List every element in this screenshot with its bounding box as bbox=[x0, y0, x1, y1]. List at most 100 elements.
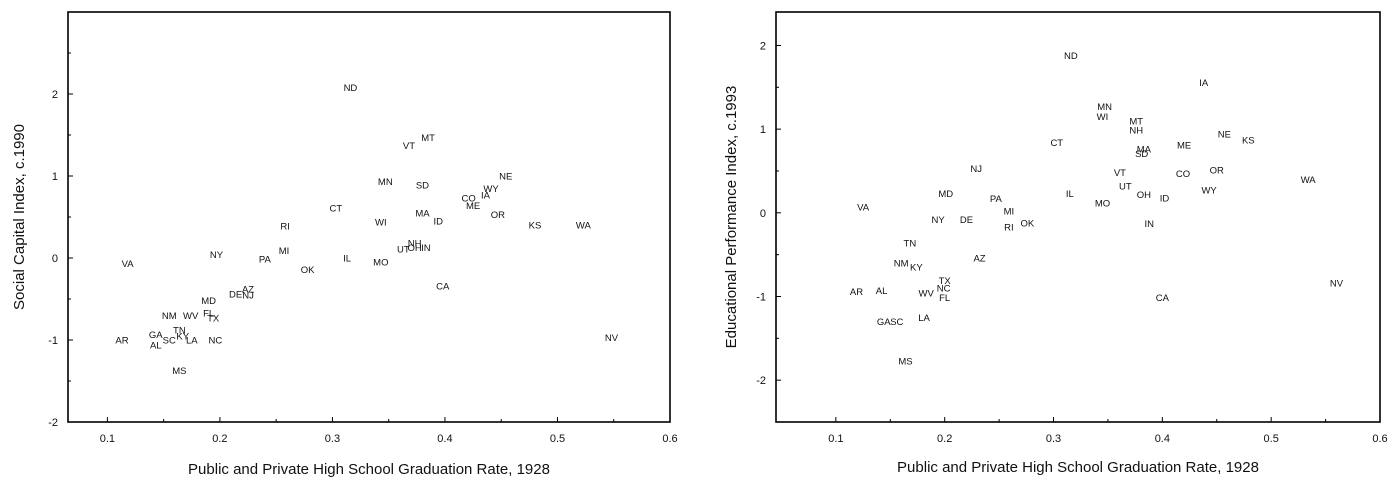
right-data-point-ri: RI bbox=[1004, 223, 1014, 234]
left-data-point-sc: SC bbox=[163, 336, 176, 347]
left-data-point-mo: MO bbox=[373, 258, 388, 269]
right-data-point-id: ID bbox=[1160, 193, 1170, 204]
left-data-point-md: MD bbox=[201, 296, 216, 307]
left-data-point-or: OR bbox=[491, 210, 505, 221]
left-data-point-mt: MT bbox=[421, 133, 435, 144]
left-data-point-ok: OK bbox=[301, 265, 315, 276]
left-data-point-ar: AR bbox=[115, 336, 128, 347]
right-data-point-me: ME bbox=[1177, 141, 1191, 152]
right-x-tick-label: 0.6 bbox=[1372, 433, 1387, 445]
right-data-point-ut: UT bbox=[1119, 182, 1132, 193]
left-x-tick-label: 0.3 bbox=[325, 433, 340, 445]
right-data-point-in: IN bbox=[1145, 219, 1155, 230]
left-data-point-al: AL bbox=[150, 340, 162, 351]
left-data-point-ca: CA bbox=[436, 281, 450, 292]
left-data-point-ky: KY bbox=[176, 331, 189, 342]
right-data-point-tn: TN bbox=[904, 238, 917, 249]
left-data-point-il: IL bbox=[343, 254, 351, 265]
left-data-point-nh: NH bbox=[408, 239, 422, 250]
right-y-tick-label: 1 bbox=[760, 124, 766, 136]
right-data-point-nv: NV bbox=[1330, 279, 1344, 290]
right-y-tick-label: -2 bbox=[756, 375, 766, 387]
right-data-point-mn: MN bbox=[1097, 102, 1112, 113]
left-data-point-nj: NJ bbox=[242, 290, 254, 301]
left-data-point-ia: IA bbox=[481, 190, 491, 201]
right-data-point-nj: NJ bbox=[970, 164, 982, 175]
left-data-point-ny: NY bbox=[210, 250, 224, 261]
left-data-point-ma: MA bbox=[415, 208, 430, 219]
left-data-point-ga: GA bbox=[149, 330, 163, 341]
right-data-point-az: AZ bbox=[973, 254, 985, 265]
left-data-point-wv: WV bbox=[183, 311, 199, 322]
right-data-point-oh: OH bbox=[1137, 190, 1151, 201]
left-data-point-ms: MS bbox=[172, 366, 186, 377]
right-data-point-ia: IA bbox=[1199, 78, 1209, 89]
right-y-axis-label: Educational Performance Index, c.1993 bbox=[723, 86, 740, 349]
right-data-point-ne: NE bbox=[1218, 130, 1231, 141]
left-y-tick-label: 0 bbox=[52, 253, 58, 265]
right-data-point-wy: WY bbox=[1201, 186, 1217, 197]
right-data-point-de: DE bbox=[960, 215, 973, 226]
right-data-point-ar: AR bbox=[850, 287, 863, 298]
right-data-point-ny: NY bbox=[932, 215, 946, 226]
right-data-point-md: MD bbox=[938, 189, 953, 200]
left-y-tick-label: 1 bbox=[52, 171, 58, 183]
left-data-point-nm: NM bbox=[162, 311, 177, 322]
left-x-axis-label: Public and Private High School Graduatio… bbox=[188, 461, 550, 478]
left-data-point-ks: KS bbox=[529, 221, 542, 232]
left-data-point-mi: MI bbox=[279, 246, 290, 257]
right-data-point-wi: WI bbox=[1097, 112, 1109, 123]
left-data-point-wy: WY bbox=[483, 184, 499, 195]
left-data-point-ut: UT bbox=[397, 244, 410, 255]
left-data-point-ne: NE bbox=[499, 172, 512, 183]
right-data-point-ga: GA bbox=[877, 317, 891, 328]
right-data-point-ms: MS bbox=[898, 356, 912, 367]
left-data-point-tn: TN bbox=[173, 326, 186, 337]
right-data-point-la: LA bbox=[918, 313, 930, 324]
left-data-point-mn: MN bbox=[378, 177, 393, 188]
right-data-point-mi: MI bbox=[1004, 207, 1015, 218]
left-data-point-pa: PA bbox=[259, 254, 272, 265]
right-data-point-nc: NC bbox=[937, 284, 951, 295]
right-data-point-ky: KY bbox=[910, 263, 923, 274]
left-data-point-az: AZ bbox=[242, 285, 254, 296]
right-data-point-ca: CA bbox=[1156, 293, 1170, 304]
left-x-tick-label: 0.2 bbox=[212, 433, 227, 445]
left-x-tick-label: 0.5 bbox=[550, 433, 565, 445]
right-x-tick-label: 0.4 bbox=[1155, 433, 1170, 445]
left-data-point-va: VA bbox=[122, 259, 135, 270]
right-data-point-or: OR bbox=[1210, 166, 1224, 177]
right-data-point-wv: WV bbox=[919, 289, 935, 300]
right-data-point-sd: SD bbox=[1135, 149, 1148, 160]
right-y-tick-label: 0 bbox=[760, 208, 766, 220]
right-y-tick-label: 2 bbox=[760, 40, 766, 52]
left-data-point-nd: ND bbox=[344, 83, 358, 94]
left-y-tick-label: 2 bbox=[52, 89, 58, 101]
left-data-point-tx: TX bbox=[207, 313, 220, 324]
left-data-point-ri: RI bbox=[280, 222, 290, 233]
left-data-point-wa: WA bbox=[576, 221, 592, 232]
left-data-point-id: ID bbox=[433, 217, 443, 228]
left-data-point-sd: SD bbox=[416, 181, 429, 192]
right-data-point-al: AL bbox=[876, 286, 888, 297]
right-data-point-nd: ND bbox=[1064, 51, 1078, 62]
right-data-point-ct: CT bbox=[1050, 138, 1063, 149]
left-x-tick-label: 0.1 bbox=[100, 433, 115, 445]
right-data-point-ks: KS bbox=[1242, 136, 1255, 147]
right-x-axis-label: Public and Private High School Graduatio… bbox=[897, 459, 1259, 476]
left-data-point-wi: WI bbox=[375, 217, 387, 228]
right-data-point-ok: OK bbox=[1021, 218, 1035, 229]
left-x-tick-label: 0.4 bbox=[437, 433, 452, 445]
left-y-axis-label: Social Capital Index, c.1990 bbox=[11, 124, 28, 310]
right-y-tick-label: -1 bbox=[756, 291, 766, 303]
right-data-point-nh: NH bbox=[1129, 125, 1143, 136]
left-data-point-la: LA bbox=[186, 336, 198, 347]
left-data-point-in: IN bbox=[421, 243, 431, 254]
right-data-point-ma: MA bbox=[1137, 145, 1152, 156]
right-data-point-tx: TX bbox=[939, 276, 952, 287]
right-plot-frame bbox=[775, 11, 1381, 423]
right-x-tick-label: 0.1 bbox=[828, 433, 843, 445]
right-x-tick-label: 0.3 bbox=[1046, 433, 1061, 445]
